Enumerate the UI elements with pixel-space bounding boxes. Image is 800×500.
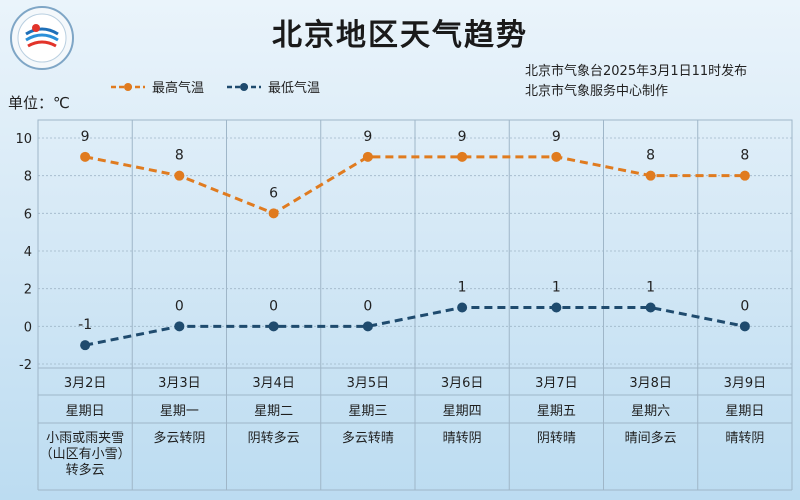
y-tick-label: 8 (24, 170, 32, 185)
data-point-high (174, 170, 185, 181)
data-label-high: 9 (552, 129, 561, 145)
weather-label: 阴转多云 (247, 431, 300, 446)
data-label-low: -1 (78, 317, 92, 333)
series-line-low (84, 306, 746, 347)
data-point-high (80, 151, 91, 162)
meteorological-service-logo-icon (10, 6, 74, 70)
weather-label: 晴间多云 (624, 431, 677, 446)
weekday-label: 星期四 (442, 404, 482, 419)
page-title: 北京地区天气趋势 (272, 18, 528, 53)
weather-label: 小雨或雨夹雪 （山区有小雪） 转多云 (39, 431, 131, 478)
legend-low-swatch-icon (227, 82, 262, 91)
y-tick-label: 2 (24, 283, 32, 298)
data-label-low: 1 (646, 280, 655, 296)
data-point-low (174, 321, 185, 332)
publisher-info: 北京市气象台2025年3月1日11时发布 北京市气象服务中心制作 (525, 62, 747, 102)
weekday-label: 星期六 (631, 404, 671, 419)
weather-label: 阴转晴 (536, 431, 576, 446)
x-tick-date-label: 3月6日 (440, 376, 484, 391)
data-label-high: 8 (740, 148, 749, 164)
weather-label: 多云转晴 (341, 431, 394, 446)
legend-high-label: 最高气温 (152, 81, 205, 96)
legend-high-swatch-icon (111, 82, 145, 91)
data-point-low (457, 302, 468, 313)
data-label-low: 1 (552, 280, 561, 296)
data-label-high: 9 (363, 129, 372, 145)
data-point-high (645, 170, 656, 181)
data-label-low: 0 (740, 298, 749, 314)
y-tick-label: 10 (15, 132, 32, 147)
y-tick-label: 6 (24, 207, 32, 222)
series-line-high (84, 155, 745, 216)
x-tick-date-label: 3月7日 (535, 376, 578, 391)
legend-item-high: 最高气温 (110, 77, 204, 96)
data-label-low: 0 (363, 298, 372, 314)
legend-low-label: 最低气温 (268, 81, 321, 96)
publisher-line-2: 北京市气象服务中心制作 (525, 84, 669, 99)
data-label-low: 0 (269, 298, 278, 314)
data-point-high (268, 208, 279, 219)
data-label-high: 9 (81, 129, 90, 145)
x-tick-date-label: 3月8日 (629, 376, 672, 391)
data-point-low (362, 321, 373, 332)
data-point-high (551, 151, 562, 162)
weekday-label: 星期二 (254, 404, 294, 419)
data-label-low: 0 (175, 298, 184, 314)
data-point-high (457, 151, 468, 162)
legend-item-low: 最低气温 (226, 77, 320, 96)
y-tick-label: 0 (24, 320, 32, 335)
data-point-high (739, 170, 750, 181)
weather-label: 晴转阴 (442, 431, 482, 446)
data-label-high: 8 (646, 148, 655, 164)
weekday-label: 星期日 (65, 404, 105, 419)
x-tick-date-label: 3月2日 (63, 376, 107, 391)
data-point-low (551, 302, 562, 313)
weekday-label: 星期三 (348, 404, 388, 419)
data-point-low (80, 340, 91, 351)
data-point-low (645, 302, 656, 313)
data-label-low: 1 (458, 280, 467, 296)
data-point-low (739, 321, 750, 332)
weekday-label: 星期日 (725, 404, 765, 419)
data-label-high: 8 (175, 148, 184, 164)
y-axis-unit-label: 单位：℃ (8, 94, 70, 112)
weather-label: 晴转阴 (725, 431, 765, 446)
chart-legend: 最高气温 最低气温 (110, 77, 320, 96)
publisher-line-1: 北京市气象台2025年3月1日11时发布 (525, 64, 748, 79)
y-tick-label: 4 (24, 245, 32, 260)
x-tick-date-label: 3月5日 (346, 376, 390, 391)
weekday-label: 星期五 (536, 404, 576, 419)
data-label-high: 6 (269, 185, 278, 201)
data-label-high: 9 (458, 129, 467, 145)
x-tick-date-label: 3月4日 (252, 376, 295, 391)
y-tick-label: -2 (19, 358, 32, 373)
data-point-high (362, 151, 373, 162)
x-tick-date-label: 3月3日 (158, 376, 201, 391)
weather-label: 多云转阴 (153, 431, 206, 446)
weekday-label: 星期一 (159, 404, 199, 419)
data-point-low (268, 321, 279, 332)
x-tick-date-label: 3月9日 (723, 376, 767, 391)
